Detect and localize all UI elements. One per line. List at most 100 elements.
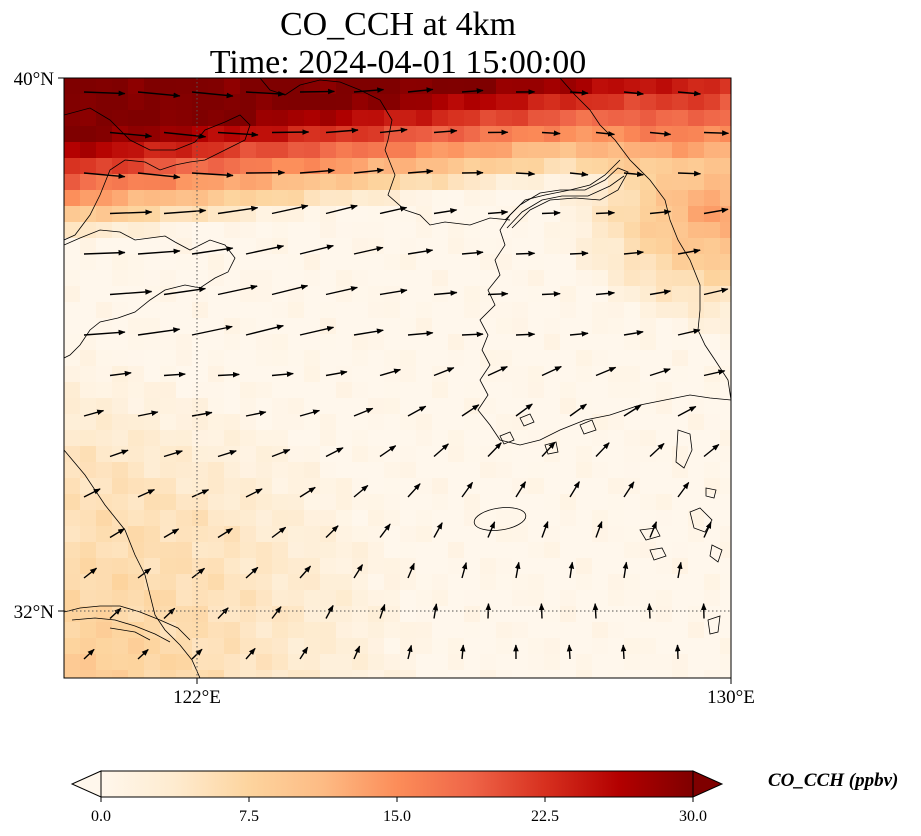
- field-cell: [224, 670, 241, 678]
- field-cell: [624, 510, 641, 527]
- field-cell: [704, 78, 721, 95]
- field-cell: [144, 126, 161, 143]
- wind-arrow: [271, 284, 309, 296]
- field-cell: [128, 174, 145, 191]
- field-cell: [368, 142, 385, 159]
- field-cell: [192, 398, 209, 415]
- field-cell: [688, 302, 705, 319]
- field-cell: [704, 334, 721, 351]
- field-cell: [96, 542, 113, 559]
- field-cell: [432, 110, 449, 127]
- field-cell: [128, 158, 145, 175]
- field-cell: [688, 606, 705, 623]
- field-cell: [416, 558, 433, 575]
- wind-arrow: [514, 561, 521, 579]
- field-cell: [384, 222, 401, 239]
- field-cell: [672, 446, 689, 463]
- field-cell: [208, 286, 225, 303]
- field-cell: [640, 254, 657, 271]
- field-cell: [704, 382, 721, 399]
- field-cell: [384, 206, 401, 223]
- field-cell: [512, 542, 529, 559]
- field-cell: [128, 590, 145, 607]
- field-cell: [672, 174, 689, 191]
- field-cell: [176, 398, 193, 415]
- field-cell: [160, 478, 177, 495]
- field-cell: [656, 542, 673, 559]
- field-cell: [112, 574, 129, 591]
- wind-arrow: [83, 249, 126, 256]
- field-cell: [608, 158, 625, 175]
- field-cell: [512, 654, 529, 671]
- field-cell: [192, 510, 209, 527]
- field-cell: [176, 606, 193, 623]
- field-cell: [128, 238, 145, 255]
- field-cell: [656, 254, 673, 271]
- field-cell: [384, 654, 401, 671]
- field-cell: [192, 222, 209, 239]
- field-cell: [144, 446, 161, 463]
- field-cell: [80, 318, 97, 335]
- field-cell: [592, 414, 609, 431]
- field-cell: [400, 446, 417, 463]
- field-cell: [336, 238, 353, 255]
- field-cell: [400, 606, 417, 623]
- field-cell: [192, 462, 209, 479]
- field-cell: [336, 174, 353, 191]
- field-cell: [720, 622, 731, 639]
- field-cell: [400, 510, 417, 527]
- field-cell: [96, 318, 113, 335]
- field-cell: [368, 334, 385, 351]
- field-cell: [208, 94, 225, 111]
- title-time: Time: 2024-04-01 15:00:00: [209, 44, 587, 81]
- field-cell: [368, 430, 385, 447]
- field-cell: [640, 334, 657, 351]
- field-cell: [720, 78, 731, 95]
- field-cell: [80, 574, 97, 591]
- field-cell: [352, 398, 369, 415]
- field-cell: [384, 558, 401, 575]
- field-cell: [272, 190, 289, 207]
- field-cell: [512, 270, 529, 287]
- field-cell: [320, 622, 337, 639]
- field-cell: [224, 158, 241, 175]
- field-cell: [208, 302, 225, 319]
- field-cell: [112, 414, 129, 431]
- field-cell: [464, 222, 481, 239]
- field-cell: [368, 654, 385, 671]
- jeju-island: [473, 507, 527, 531]
- colorbar-ticks: 0.0 7.5 15.0 22.5 30.0: [91, 797, 707, 825]
- field-cell: [144, 414, 161, 431]
- field-cell: [304, 78, 321, 95]
- field-cell: [368, 478, 385, 495]
- field-cell: [624, 334, 641, 351]
- field-cell: [64, 494, 81, 511]
- field-cell: [144, 334, 161, 351]
- field-cell: [592, 142, 609, 159]
- field-cell: [640, 446, 657, 463]
- field-cell: [192, 142, 209, 159]
- field-cell: [688, 510, 705, 527]
- field-cell: [480, 238, 497, 255]
- field-cell: [368, 350, 385, 367]
- field-cell: [144, 366, 161, 383]
- field-cell: [176, 158, 193, 175]
- field-cell: [320, 206, 337, 223]
- field-cell: [544, 350, 561, 367]
- field-cell: [544, 110, 561, 127]
- field-cell: [560, 606, 577, 623]
- field-cell: [720, 366, 731, 383]
- field-cell: [224, 206, 241, 223]
- field-cell: [560, 494, 577, 511]
- yangtze-estuary: [64, 605, 191, 643]
- field-cell: [688, 222, 705, 239]
- wind-arrow: [461, 88, 484, 94]
- field-cell: [288, 334, 305, 351]
- field-cell: [496, 574, 513, 591]
- field-cell: [512, 478, 529, 495]
- field-cell: [576, 430, 593, 447]
- field-cell: [144, 174, 161, 191]
- field-cell: [656, 366, 673, 383]
- field-cell: [512, 126, 529, 143]
- wind-arrow: [217, 450, 237, 458]
